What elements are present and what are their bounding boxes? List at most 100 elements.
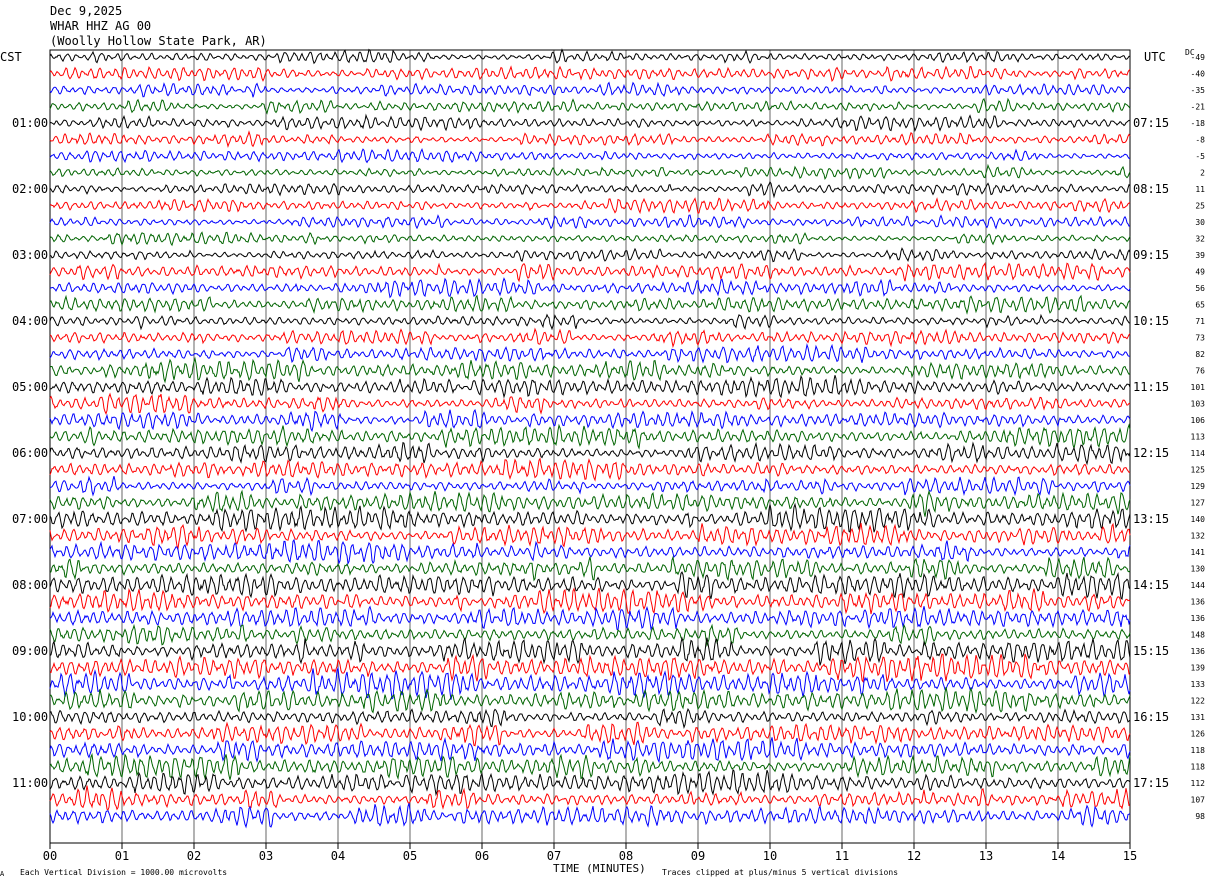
trace-row [49, 231, 1131, 247]
trace-row [49, 785, 1131, 811]
x-tick-label: 06 [475, 849, 489, 863]
corner-mark: A [0, 870, 5, 878]
trace-row [49, 197, 1131, 215]
utc-axis-label: UTC [1144, 50, 1166, 64]
x-axis-title: TIME (MINUTES) [553, 862, 646, 875]
utc-time-label: 07:15 [1133, 116, 1169, 130]
utc-time-label: 15:15 [1133, 644, 1169, 658]
x-tick-label: 05 [403, 849, 417, 863]
dc-offset-value: 76 [1195, 367, 1205, 376]
trace-row [49, 721, 1131, 747]
dc-offset-value: 112 [1191, 779, 1206, 788]
x-tick-label: 13 [979, 849, 993, 863]
trace-row [49, 555, 1131, 582]
trace-row [49, 538, 1131, 566]
cst-time-label: 05:00 [12, 380, 48, 394]
x-tick-label: 10 [763, 849, 777, 863]
trace-row [49, 294, 1131, 315]
trace-row [49, 262, 1131, 283]
utc-time-label: 08:15 [1133, 182, 1169, 196]
x-tick-label: 14 [1051, 849, 1065, 863]
cst-time-label: 02:00 [12, 182, 48, 196]
dc-offset-value: 65 [1195, 301, 1205, 310]
trace-row [49, 803, 1131, 829]
dc-offset-value: 71 [1195, 317, 1205, 326]
dc-offset-value: -40 [1191, 70, 1206, 79]
trace-row [49, 708, 1131, 730]
dc-offset-label: DC [1185, 48, 1195, 57]
trace-row [49, 457, 1131, 482]
x-tick-label: 07 [547, 849, 561, 863]
x-tick-label: 11 [835, 849, 849, 863]
dc-offset-value: 140 [1191, 515, 1206, 524]
x-tick-label: 09 [691, 849, 705, 863]
dc-offset-value: 131 [1191, 713, 1206, 722]
dc-offset-value: -8 [1195, 136, 1205, 145]
trace-row [49, 587, 1131, 615]
utc-time-label: 14:15 [1133, 578, 1169, 592]
clip-note: Traces clipped at plus/minus 5 vertical … [662, 868, 899, 877]
trace-row [49, 636, 1131, 666]
trace-row [49, 181, 1131, 199]
dc-offset-value: 148 [1191, 631, 1206, 640]
trace-row [49, 343, 1131, 364]
trace-row [49, 163, 1131, 181]
utc-time-label: 16:15 [1133, 710, 1169, 724]
dc-offset-value: 2 [1200, 169, 1205, 178]
trace-row [49, 686, 1131, 715]
trace-row [49, 113, 1131, 132]
dc-offset-value: 30 [1195, 218, 1205, 227]
dc-offset-value: -49 [1191, 53, 1206, 62]
utc-time-label: 11:15 [1133, 380, 1169, 394]
dc-offset-value: 11 [1195, 185, 1205, 194]
x-tick-label: 12 [907, 849, 921, 863]
dc-offset-value: 101 [1191, 383, 1206, 392]
dc-offset-value: 127 [1191, 499, 1206, 508]
cst-axis-label: CST [0, 50, 22, 64]
trace-row [49, 408, 1131, 433]
station-location: (Woolly Hollow State Park, AR) [50, 34, 267, 48]
cst-time-label: 08:00 [12, 578, 48, 592]
trace-row [49, 97, 1131, 115]
cst-time-label: 09:00 [12, 644, 48, 658]
trace-row [49, 327, 1131, 349]
cst-time-label: 01:00 [12, 116, 48, 130]
trace-row [49, 752, 1131, 780]
trace-row [49, 571, 1131, 601]
utc-time-label: 10:15 [1133, 314, 1169, 328]
dc-offset-value: 132 [1191, 532, 1206, 541]
trace-row [49, 653, 1131, 683]
dc-offset-value: 129 [1191, 482, 1206, 491]
cst-time-label: 04:00 [12, 314, 48, 328]
cst-time-label: 11:00 [12, 776, 48, 790]
dc-offset-value: -18 [1191, 119, 1206, 128]
dc-offset-value: 136 [1191, 598, 1206, 607]
dc-offset-value: 125 [1191, 466, 1206, 475]
trace-row [49, 441, 1131, 466]
x-tick-label: 15 [1123, 849, 1137, 863]
dc-offset-value: 144 [1191, 581, 1206, 590]
trace-row [49, 147, 1131, 164]
trace-row [49, 81, 1131, 98]
trace-row [49, 374, 1131, 399]
dc-offset-value: 141 [1191, 548, 1206, 557]
dc-offset-value: 106 [1191, 416, 1206, 425]
dc-offset-value: 136 [1191, 614, 1206, 623]
x-tick-label: 01 [115, 849, 129, 863]
dc-offset-value: 25 [1195, 202, 1205, 211]
cst-time-label: 06:00 [12, 446, 48, 460]
dc-offset-value: 118 [1191, 763, 1206, 772]
trace-row [49, 277, 1131, 299]
utc-time-label: 09:15 [1133, 248, 1169, 262]
trace-row [49, 392, 1131, 416]
utc-time-label: 17:15 [1133, 776, 1169, 790]
dc-offset-value: 114 [1191, 449, 1206, 458]
trace-row [49, 214, 1131, 230]
utc-time-label: 13:15 [1133, 512, 1169, 526]
dc-offset-value: 98 [1195, 812, 1205, 821]
dc-offset-value: 73 [1195, 334, 1205, 343]
dc-offset-value: 56 [1195, 284, 1205, 293]
trace-row [49, 623, 1131, 648]
trace-row [49, 356, 1131, 384]
dc-offset-value: 82 [1195, 350, 1205, 359]
